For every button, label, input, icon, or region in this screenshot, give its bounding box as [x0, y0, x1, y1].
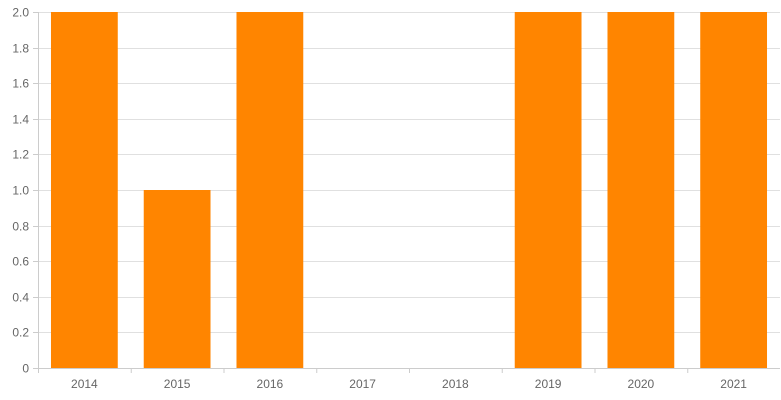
x-tick-label: 2018: [442, 377, 469, 391]
bar-2016: [236, 12, 304, 368]
x-tick-label: 2014: [71, 377, 98, 391]
x-tick-label: 2020: [628, 377, 655, 391]
y-tick-label: 1.2: [12, 148, 29, 162]
y-tick-label: 0: [22, 362, 29, 376]
x-tick-label: 2015: [164, 377, 191, 391]
y-tick-label: 0.2: [12, 326, 29, 340]
y-tick-label: 0.6: [12, 255, 29, 269]
bar-2020: [607, 12, 675, 368]
y-axis: 0 0.2 0.4 0.6 0.8 1.0 1.2 1.4 1.6 1.8 2.0: [12, 6, 39, 376]
x-tick-label: 2016: [257, 377, 284, 391]
bars: [50, 12, 768, 368]
y-tick-label: 1.0: [12, 184, 29, 198]
y-tick-label: 1.8: [12, 42, 29, 56]
bar-2015: [143, 190, 211, 368]
y-tick-label: 1.6: [12, 77, 29, 91]
y-tick-label: 1.4: [12, 113, 29, 127]
x-tick-label: 2021: [720, 377, 747, 391]
bar-2021: [700, 12, 768, 368]
y-tick-label: 0.8: [12, 220, 29, 234]
bar-2014: [50, 12, 118, 368]
x-tick-label: 2019: [535, 377, 562, 391]
y-tick-label: 2.0: [12, 6, 29, 20]
x-tick-label: 2017: [349, 377, 376, 391]
y-tick-label: 0.4: [12, 291, 29, 305]
x-axis: 2014 2015 2016 2017 2018 2019 2020 2021: [38, 368, 780, 391]
bar-2019: [514, 12, 582, 368]
